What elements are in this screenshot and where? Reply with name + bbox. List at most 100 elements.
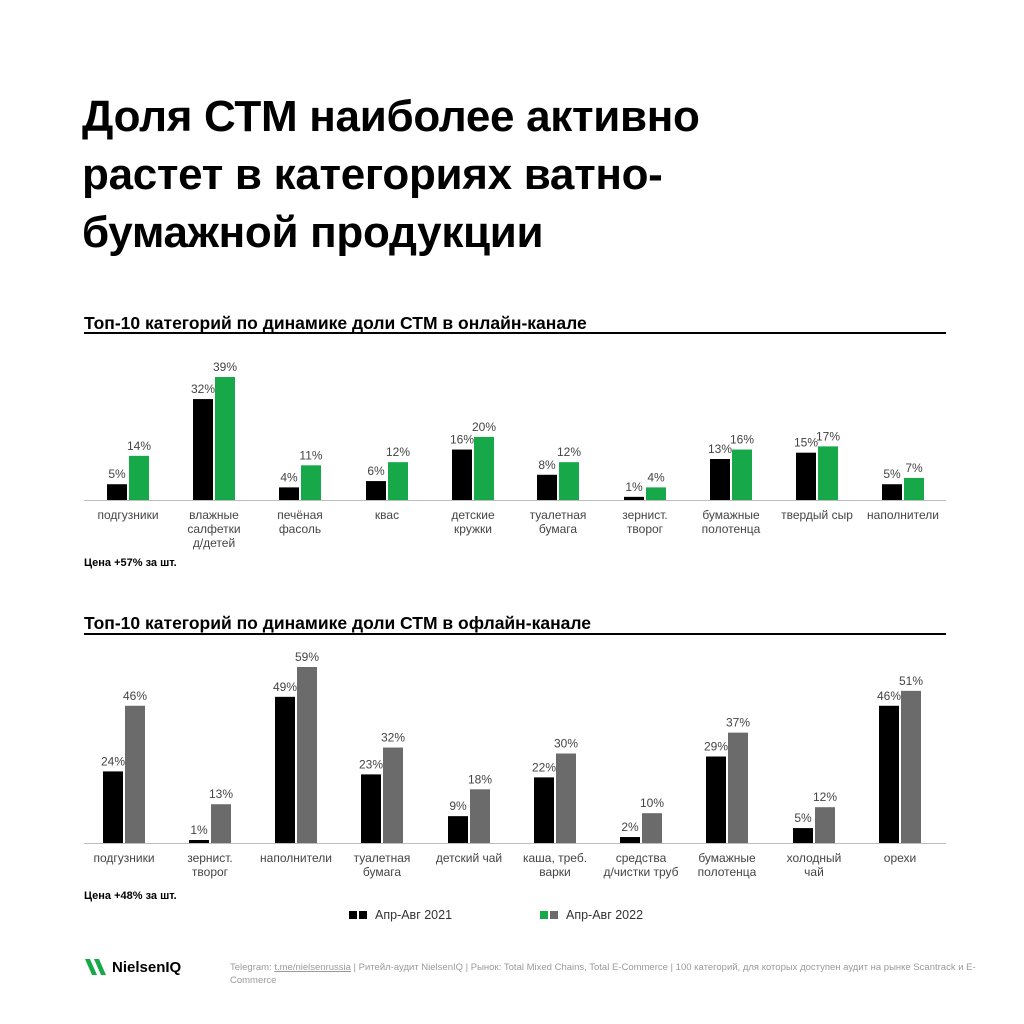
category-label: каша, треб.	[523, 851, 587, 865]
online-chart-title: Топ-10 категорий по динамике доли СТМ в …	[84, 313, 587, 333]
category-label: чай	[804, 865, 824, 879]
bar-2021	[452, 449, 472, 500]
category-label: д/чистки труб	[603, 865, 678, 879]
data-label: 4%	[280, 470, 298, 484]
bar-2021	[366, 481, 386, 500]
nielseniq-logo: NielsenIQ	[84, 956, 181, 978]
bar-2021	[534, 777, 554, 843]
bar-2022	[215, 377, 235, 500]
bar-2022	[474, 436, 494, 500]
data-label: 5%	[883, 467, 901, 481]
data-label: 9%	[449, 799, 467, 813]
legend-label-2021: Апр-Авг 2021	[375, 908, 453, 922]
online-chart-rule	[84, 332, 946, 334]
data-label: 59%	[295, 650, 319, 664]
bar-2021	[706, 756, 726, 843]
data-label: 24%	[101, 754, 125, 768]
data-label: 10%	[640, 796, 664, 810]
data-label: 29%	[704, 739, 728, 753]
category-label: твердый сыр	[781, 508, 853, 522]
data-label: 11%	[299, 448, 322, 462]
data-label: 23%	[359, 757, 383, 771]
offline-chart-rule	[84, 633, 946, 635]
category-label: полотенца	[698, 865, 757, 879]
bar-2021	[882, 484, 902, 500]
data-label: 30%	[554, 737, 578, 751]
bar-2021	[710, 459, 730, 500]
category-label: наполнители	[260, 851, 332, 865]
bar-2022	[646, 487, 666, 500]
nielseniq-logo-icon	[85, 959, 106, 975]
bar-2022	[559, 462, 579, 500]
data-label: 39%	[213, 360, 237, 374]
category-label: творог	[192, 865, 229, 879]
category-label: бумажные	[702, 508, 760, 522]
online-price-note: Цена +57% за шт.	[84, 557, 177, 569]
title-line-3: бумажной продукции	[82, 208, 544, 257]
bar-2022	[642, 813, 662, 843]
page-title: Доля СТМ наиболее активно растет в катег…	[82, 88, 942, 262]
legend-swatch-2022-online	[540, 911, 548, 919]
category-label: влажные	[189, 508, 239, 522]
bar-2021	[879, 705, 899, 843]
legend: Апр-Авг 2021 Апр-Авг 2022	[0, 908, 1024, 928]
bar-2022	[211, 804, 231, 843]
data-label: 16%	[730, 433, 754, 447]
category-label: подгузники	[97, 508, 158, 522]
footer-telegram-label: Telegram:	[230, 962, 275, 973]
bar-2022	[728, 732, 748, 843]
data-label: 12%	[386, 445, 410, 459]
bar-2021	[193, 399, 213, 500]
category-label: туалетная	[530, 508, 587, 522]
category-label: квас	[375, 508, 399, 522]
offline-price-note: Цена +48% за шт.	[84, 890, 177, 902]
bar-2022	[815, 807, 835, 843]
data-label: 18%	[468, 772, 492, 786]
bar-2022	[732, 449, 752, 500]
data-label: 12%	[557, 445, 581, 459]
category-label: салфетки	[187, 522, 240, 536]
data-label: 4%	[647, 470, 665, 484]
legend-item-2021: Апр-Авг 2021	[349, 908, 452, 922]
category-label: подгузники	[93, 851, 154, 865]
title-line-1: Доля СТМ наиболее активно	[82, 92, 700, 141]
data-label: 6%	[367, 464, 385, 478]
bar-2022	[383, 747, 403, 843]
category-label: зернист.	[622, 508, 668, 522]
bar-2022	[297, 667, 317, 843]
category-label: средства	[616, 851, 667, 865]
bar-2021	[537, 474, 557, 500]
category-label: бумага	[363, 865, 402, 879]
bar-2022	[818, 446, 838, 500]
legend-swatch-2021-a	[349, 911, 357, 919]
bar-2021	[361, 774, 381, 843]
bar-2022	[301, 465, 321, 500]
legend-item-2022: Апр-Авг 2022	[540, 908, 643, 922]
legend-swatch-2021-b	[359, 911, 367, 919]
data-label: 13%	[708, 442, 732, 456]
bar-2021	[624, 496, 644, 500]
category-label: холодный	[787, 851, 842, 865]
footer-source: Telegram: t.me/nielsenrussia | Ритейл-ау…	[230, 961, 990, 987]
category-label: полотенца	[702, 522, 761, 536]
data-label: 1%	[625, 480, 643, 494]
data-label: 46%	[123, 689, 147, 703]
data-label: 8%	[538, 458, 556, 472]
bar-2022	[556, 753, 576, 843]
data-label: 51%	[899, 674, 923, 688]
category-label: печёная	[277, 508, 323, 522]
category-label: зернист.	[187, 851, 233, 865]
offline-chart: 24% 46% подгузники 1% 13% зернист.творог 49% 59…	[84, 650, 946, 879]
category-label: д/детей	[193, 536, 235, 550]
category-label: наполнители	[867, 508, 939, 522]
telegram-link[interactable]: t.me/nielsenrussia	[274, 962, 351, 973]
title-line-2: растет в категориях ватно-	[82, 150, 663, 199]
data-label: 46%	[877, 689, 901, 703]
data-label: 5%	[794, 811, 812, 825]
bar-2021	[103, 771, 123, 843]
category-label: бумага	[539, 522, 578, 536]
data-label: 22%	[532, 760, 556, 774]
data-label: 1%	[190, 823, 208, 837]
data-label: 17%	[816, 429, 840, 443]
bar-2021	[793, 828, 813, 843]
